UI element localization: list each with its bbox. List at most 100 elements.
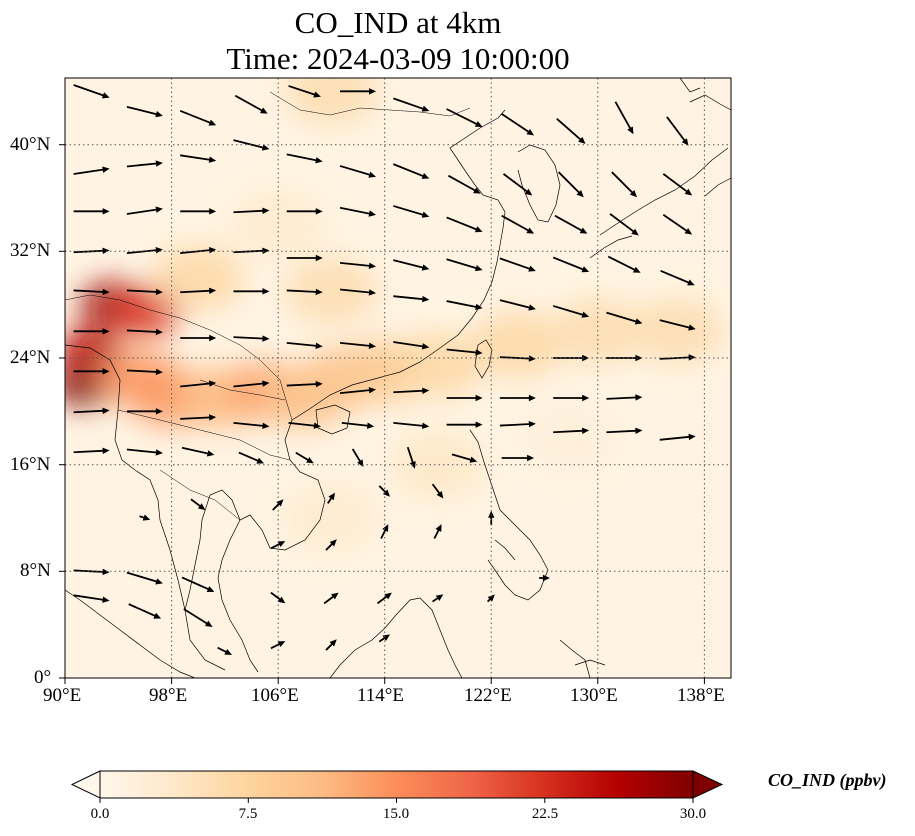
lon-tick-label: 130°E: [570, 685, 618, 706]
wind-arrow: [433, 524, 442, 539]
wind-arrow: [446, 394, 483, 402]
wind-arrow: [501, 113, 535, 136]
wind-arrow: [183, 608, 213, 627]
wind-arrow: [73, 166, 110, 175]
wind-arrow: [339, 387, 377, 395]
concentration-blob: [285, 258, 378, 325]
wind-arrow: [393, 259, 430, 271]
wind-arrow: [73, 288, 110, 296]
plot-title-line1: CO_IND at 4km: [294, 5, 502, 40]
wind-arrow: [325, 639, 337, 651]
wind-arrow: [446, 258, 483, 272]
colorbar-gradient: [100, 771, 693, 798]
wind-arrow: [286, 380, 323, 388]
coastline-china-east: [291, 109, 506, 421]
wind-arrow: [272, 499, 284, 511]
coastline-taiwan: [474, 339, 493, 379]
wind-arrow: [606, 427, 643, 434]
concentration-blob: [390, 430, 486, 499]
coastline-japan: [589, 147, 731, 259]
wind-arrow: [609, 213, 639, 236]
wind-arrow: [234, 94, 268, 114]
concentration-blob: [472, 311, 564, 378]
wind-arrow: [233, 207, 270, 214]
wind-arrow: [487, 594, 495, 603]
wind-arrow: [393, 205, 430, 218]
map-content: [65, 78, 731, 678]
coastline-indochina: [184, 419, 326, 673]
wind-arrow: [286, 153, 323, 164]
wind-arrow: [73, 247, 110, 254]
wind-arrow: [451, 453, 478, 463]
wind-arrow: [660, 269, 695, 286]
wind-arrow: [238, 451, 265, 464]
wind-arrow: [288, 421, 321, 429]
wind-arrow: [180, 154, 217, 163]
wind-arrow: [553, 427, 590, 434]
wind-arrow: [614, 101, 634, 135]
concentration-blob: [109, 285, 181, 338]
coastline-sulawesi: [559, 639, 606, 678]
coastline-philippines: [469, 429, 549, 601]
wind-arrow: [73, 328, 110, 335]
concentration-blob: [283, 483, 380, 553]
concentration-blob: [230, 190, 327, 260]
lat-tick-label: 40°N: [10, 134, 51, 155]
wind-arrow: [139, 514, 151, 521]
colorbar-tick-label: 30.0: [679, 806, 707, 822]
wind-arrow: [339, 288, 377, 296]
wind-arrow: [270, 591, 286, 604]
wind-arrow: [666, 116, 689, 146]
wind-arrow: [607, 255, 641, 273]
wind-arrow: [392, 163, 430, 179]
colorbar-tick-label: 0.0: [90, 806, 110, 822]
wind-arrow: [73, 447, 110, 454]
wind-arrow: [73, 208, 110, 215]
wind-arrow: [126, 288, 163, 296]
lat-tick-label: 8°N: [20, 560, 51, 581]
wind-arrow: [126, 160, 163, 168]
wind-arrow: [286, 208, 323, 215]
lon-tick-label: 90°E: [43, 685, 82, 706]
coastline-hainan: [315, 404, 351, 435]
wind-arrow: [446, 216, 483, 233]
concentration-blob: [522, 402, 620, 474]
wind-arrow: [217, 646, 233, 655]
wind-arrow: [181, 446, 215, 457]
wind-arrow: [447, 174, 481, 194]
lat-tick-label: 24°N: [10, 347, 51, 368]
map-frame: [64, 77, 732, 679]
lon-tick-label: 106°E: [251, 685, 299, 706]
coastline-japan-north: [679, 78, 731, 111]
wind-arrow: [180, 380, 217, 388]
concentration-blob: [285, 78, 378, 125]
wind-arrow: [126, 206, 163, 215]
colorbar-tick-label: 15.0: [382, 806, 410, 822]
wind-arrow: [499, 420, 536, 428]
coastlines: [65, 78, 731, 678]
wind-arrow: [339, 206, 377, 217]
wind-arrow: [73, 594, 110, 603]
wind-arrow: [501, 214, 535, 234]
wind-arrow: [180, 414, 217, 421]
wind-arrow: [233, 421, 270, 429]
wind-arrow: [554, 214, 588, 234]
wind-arrow: [179, 109, 217, 126]
colorbar-label: CO_IND (ppbv): [768, 770, 887, 790]
wind-arrow: [286, 254, 323, 262]
coastline-sumatra: [65, 589, 196, 678]
wind-arrow: [270, 541, 286, 550]
wind-arrow: [286, 341, 323, 349]
wind-arrow: [128, 603, 162, 619]
wind-arrow: [380, 524, 389, 539]
wind-arrow: [73, 84, 110, 99]
wind-arrow: [73, 568, 110, 576]
lon-tick-label: 138°E: [677, 685, 725, 706]
wind-arrow: [126, 328, 163, 336]
concentration-field: [65, 78, 724, 553]
wind-arrow: [180, 334, 217, 342]
wind-arrow: [340, 88, 377, 95]
wind-arrow: [393, 421, 430, 429]
wind-arrow: [557, 171, 584, 198]
wind-arrow: [233, 380, 270, 388]
